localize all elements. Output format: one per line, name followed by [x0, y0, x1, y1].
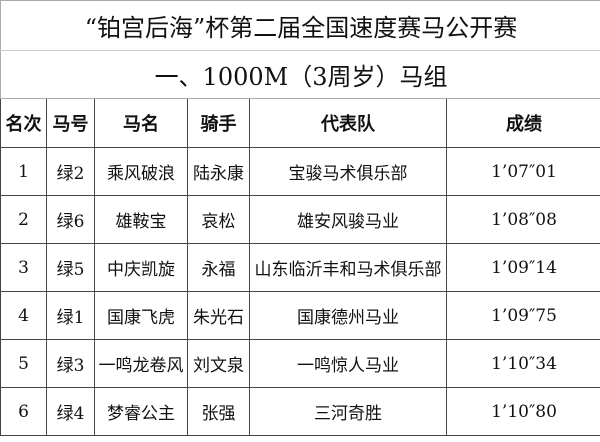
table-row: 4 绿1 国康飞虎 朱光石 国康德州马业 1’09″75	[0, 291, 600, 340]
cell-rank: 3	[0, 243, 47, 292]
column-header-jockey: 骑手	[187, 98, 250, 148]
cell-rank: 6	[0, 387, 47, 436]
cell-rank: 2	[0, 195, 47, 244]
cell-horse-name: 乘风破浪	[94, 147, 188, 196]
cell-jockey: 陆永康	[187, 147, 250, 196]
cell-horse-name: 中庆凯旋	[94, 243, 188, 292]
table-row: 6 绿4 梦睿公主 张强 三河奇胜 1’10″80	[0, 387, 600, 436]
group-subtitle: 一、1000M（3周岁）马组	[0, 50, 600, 99]
cell-horse-number: 绿2	[46, 147, 95, 196]
cell-horse-number: 绿6	[46, 195, 95, 244]
cell-horse-number: 绿4	[46, 387, 95, 436]
cell-horse-number: 绿5	[46, 243, 95, 292]
column-header-rank: 名次	[0, 98, 47, 148]
table-header: 名次 马号 马名 骑手 代表队 成绩	[0, 98, 600, 148]
cell-jockey: 刘文泉	[187, 339, 250, 388]
cell-time: 1’07″01	[445, 147, 600, 196]
cell-team: 国康德州马业	[249, 291, 447, 340]
cell-jockey: 朱光石	[187, 291, 250, 340]
cell-horse-name: 国康飞虎	[94, 291, 188, 340]
column-header-horse-name: 马名	[94, 98, 188, 148]
table-row: 1 绿2 乘风破浪 陆永康 宝骏马术俱乐部 1’07″01	[0, 147, 600, 196]
cell-jockey: 张强	[187, 387, 250, 436]
cell-rank: 1	[0, 147, 47, 196]
cell-horse-number: 绿3	[46, 339, 95, 388]
column-header-horse-number: 马号	[46, 98, 95, 148]
table-row: 2 绿6 雄鞍宝 哀松 雄安风骏马业 1’08″08	[0, 195, 600, 244]
cell-team: 宝骏马术俱乐部	[249, 147, 447, 196]
cell-horse-name: 雄鞍宝	[94, 195, 188, 244]
cell-horse-name: 一鸣龙卷风	[94, 339, 188, 388]
cell-horse-number: 绿1	[46, 291, 95, 340]
cell-time: 1’09″14	[445, 243, 600, 292]
cell-team: 一鸣惊人马业	[249, 339, 447, 388]
cell-time: 1’10″80	[445, 387, 600, 436]
column-header-team: 代表队	[249, 98, 447, 148]
column-header-time: 成绩	[445, 98, 600, 148]
cell-time: 1’09″75	[445, 291, 600, 340]
cell-team: 三河奇胜	[249, 387, 447, 436]
table-row: 3 绿5 中庆凯旋 永福 山东临沂丰和马术俱乐部 1’09″14	[0, 243, 600, 292]
cell-rank: 4	[0, 291, 47, 340]
cell-horse-name: 梦睿公主	[94, 387, 188, 436]
cell-team: 雄安风骏马业	[249, 195, 447, 244]
cell-team: 山东临沂丰和马术俱乐部	[249, 243, 447, 292]
document-title: “铂宫后海”杯第二届全国速度赛马公开赛	[0, 0, 600, 51]
cell-time: 1’08″08	[445, 195, 600, 244]
table-row: 5 绿3 一鸣龙卷风 刘文泉 一鸣惊人马业 1’10″34	[0, 339, 600, 388]
cell-jockey: 永福	[187, 243, 250, 292]
cell-jockey: 哀松	[187, 195, 250, 244]
cell-rank: 5	[0, 339, 47, 388]
cell-time: 1’10″34	[445, 339, 600, 388]
